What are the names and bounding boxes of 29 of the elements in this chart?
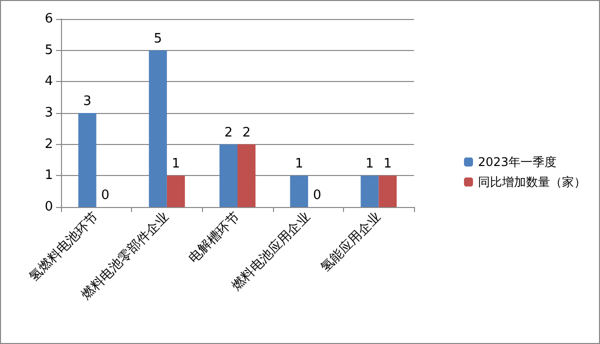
data-label: 3 <box>83 94 92 109</box>
data-label: 5 <box>154 31 162 46</box>
data-label: 0 <box>312 188 322 203</box>
y-tick-label: 6 <box>44 12 53 26</box>
y-tick-label: 1 <box>44 168 53 184</box>
x-tick-label: 电解槽环节 <box>186 210 243 266</box>
data-label: 1 <box>366 156 374 172</box>
data-label: 2 <box>224 125 233 140</box>
data-label: 1 <box>172 156 180 172</box>
y-tick-label: 5 <box>44 42 53 58</box>
data-label: 1 <box>294 156 304 172</box>
y-tick-label: 3 <box>44 106 53 120</box>
legend-label: 2023年一季度 <box>478 155 557 169</box>
bar <box>290 176 308 207</box>
data-label: 2 <box>242 125 251 140</box>
y-tick-label: 2 <box>44 136 53 152</box>
y-tick-label: 0 <box>44 200 53 214</box>
bar <box>360 176 379 207</box>
legend-label: 同比增加数量（家） <box>478 175 586 189</box>
bar <box>148 50 167 207</box>
bar <box>238 144 256 207</box>
y-tick-label: 4 <box>44 74 53 90</box>
x-tick-label: 氢能应用企业 <box>318 208 384 276</box>
bar <box>166 176 185 207</box>
bar <box>78 113 96 207</box>
data-label: 0 <box>101 188 110 203</box>
bar <box>378 176 397 207</box>
bar <box>220 144 238 207</box>
data-label: 1 <box>384 156 392 172</box>
